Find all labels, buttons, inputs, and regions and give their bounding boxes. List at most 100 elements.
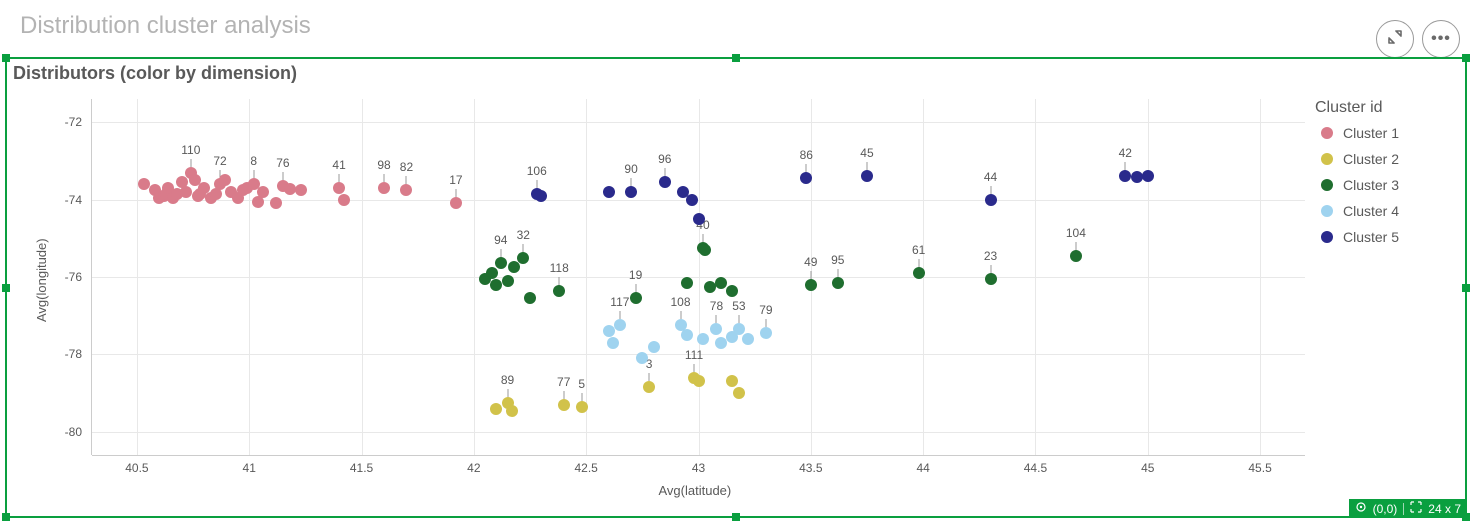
data-point[interactable] xyxy=(517,252,529,264)
data-point[interactable] xyxy=(138,178,150,190)
x-tick-label: 45 xyxy=(1141,461,1154,475)
data-point[interactable] xyxy=(985,273,997,285)
legend-item[interactable]: Cluster 5 xyxy=(1315,229,1455,245)
plot-area[interactable]: 40.54141.54242.54343.54444.54545.5-80-78… xyxy=(92,99,1305,455)
x-tick-label: 41.5 xyxy=(350,461,373,475)
data-point[interactable] xyxy=(726,285,738,297)
data-point[interactable] xyxy=(686,194,698,206)
legend-swatch xyxy=(1321,205,1333,217)
data-point[interactable] xyxy=(1131,171,1143,183)
point-label: 111 xyxy=(685,348,703,362)
data-point[interactable] xyxy=(506,405,518,417)
more-options-button[interactable]: ••• xyxy=(1422,20,1460,58)
data-point[interactable] xyxy=(726,375,738,387)
x-tick-label: 43 xyxy=(692,461,705,475)
resize-handle[interactable] xyxy=(1462,284,1470,292)
data-point[interactable] xyxy=(535,190,547,202)
resize-handle[interactable] xyxy=(2,54,10,62)
data-point[interactable] xyxy=(603,186,615,198)
data-point[interactable] xyxy=(760,327,772,339)
resize-handle[interactable] xyxy=(732,513,740,521)
resize-handle[interactable] xyxy=(1462,54,1470,62)
x-tick-label: 44 xyxy=(916,461,929,475)
legend-label: Cluster 3 xyxy=(1343,177,1399,193)
data-point[interactable] xyxy=(630,292,642,304)
panel-title: Distributors (color by dimension) xyxy=(13,63,297,84)
legend-item[interactable]: Cluster 3 xyxy=(1315,177,1455,193)
data-point[interactable] xyxy=(710,323,722,335)
data-point[interactable] xyxy=(681,329,693,341)
data-point[interactable] xyxy=(378,182,390,194)
data-point[interactable] xyxy=(861,170,873,182)
data-point[interactable] xyxy=(270,197,282,209)
data-point[interactable] xyxy=(625,186,637,198)
data-point[interactable] xyxy=(643,381,655,393)
data-point[interactable] xyxy=(715,277,727,289)
point-label: 72 xyxy=(213,154,226,168)
data-point[interactable] xyxy=(800,172,812,184)
data-point[interactable] xyxy=(985,194,997,206)
data-point[interactable] xyxy=(681,277,693,289)
data-point[interactable] xyxy=(490,279,502,291)
data-point[interactable] xyxy=(490,403,502,415)
data-point[interactable] xyxy=(742,333,754,345)
resize-handle[interactable] xyxy=(732,54,740,62)
data-point[interactable] xyxy=(524,292,536,304)
bounds-icon xyxy=(1410,501,1422,516)
resize-handle[interactable] xyxy=(2,513,10,521)
point-label: 94 xyxy=(494,233,507,247)
data-point[interactable] xyxy=(576,401,588,413)
legend-item[interactable]: Cluster 4 xyxy=(1315,203,1455,219)
legend-swatch xyxy=(1321,153,1333,165)
legend-title: Cluster id xyxy=(1315,99,1455,117)
data-point[interactable] xyxy=(832,277,844,289)
data-point[interactable] xyxy=(257,186,269,198)
data-point[interactable] xyxy=(295,184,307,196)
data-point[interactable] xyxy=(553,285,565,297)
data-point[interactable] xyxy=(333,182,345,194)
data-point[interactable] xyxy=(450,197,462,209)
data-point[interactable] xyxy=(693,213,705,225)
expand-button[interactable] xyxy=(1376,20,1414,58)
data-point[interactable] xyxy=(603,325,615,337)
x-tick-label: 44.5 xyxy=(1024,461,1047,475)
data-point[interactable] xyxy=(733,387,745,399)
data-point[interactable] xyxy=(1070,250,1082,262)
point-label: 23 xyxy=(984,249,997,263)
data-point[interactable] xyxy=(704,281,716,293)
data-point[interactable] xyxy=(1142,170,1154,182)
point-label: 44 xyxy=(984,170,997,184)
data-point[interactable] xyxy=(614,319,626,331)
data-point[interactable] xyxy=(648,341,660,353)
expand-icon xyxy=(1387,29,1403,50)
legend-item[interactable]: Cluster 2 xyxy=(1315,151,1455,167)
resize-handle[interactable] xyxy=(2,284,10,292)
legend-swatch xyxy=(1321,179,1333,191)
data-point[interactable] xyxy=(636,352,648,364)
data-point[interactable] xyxy=(338,194,350,206)
data-point[interactable] xyxy=(508,261,520,273)
data-point[interactable] xyxy=(693,375,705,387)
data-point[interactable] xyxy=(1119,170,1131,182)
point-label: 95 xyxy=(831,253,844,267)
data-point[interactable] xyxy=(659,176,671,188)
chart-panel[interactable]: Distributors (color by dimension) 40.541… xyxy=(5,57,1467,518)
data-point[interactable] xyxy=(699,244,711,256)
legend-item[interactable]: Cluster 1 xyxy=(1315,125,1455,141)
data-point[interactable] xyxy=(486,267,498,279)
data-point[interactable] xyxy=(607,337,619,349)
data-point[interactable] xyxy=(219,174,231,186)
legend-label: Cluster 5 xyxy=(1343,229,1399,245)
data-point[interactable] xyxy=(715,337,727,349)
data-point[interactable] xyxy=(913,267,925,279)
legend: Cluster id Cluster 1 Cluster 2 Cluster 3 Cl… xyxy=(1315,99,1455,255)
data-point[interactable] xyxy=(284,183,296,195)
point-label: 89 xyxy=(501,373,514,387)
data-point[interactable] xyxy=(558,399,570,411)
data-point[interactable] xyxy=(502,275,514,287)
data-point[interactable] xyxy=(495,257,507,269)
data-point[interactable] xyxy=(400,184,412,196)
data-point[interactable] xyxy=(697,333,709,345)
data-point[interactable] xyxy=(180,186,192,198)
data-point[interactable] xyxy=(805,279,817,291)
